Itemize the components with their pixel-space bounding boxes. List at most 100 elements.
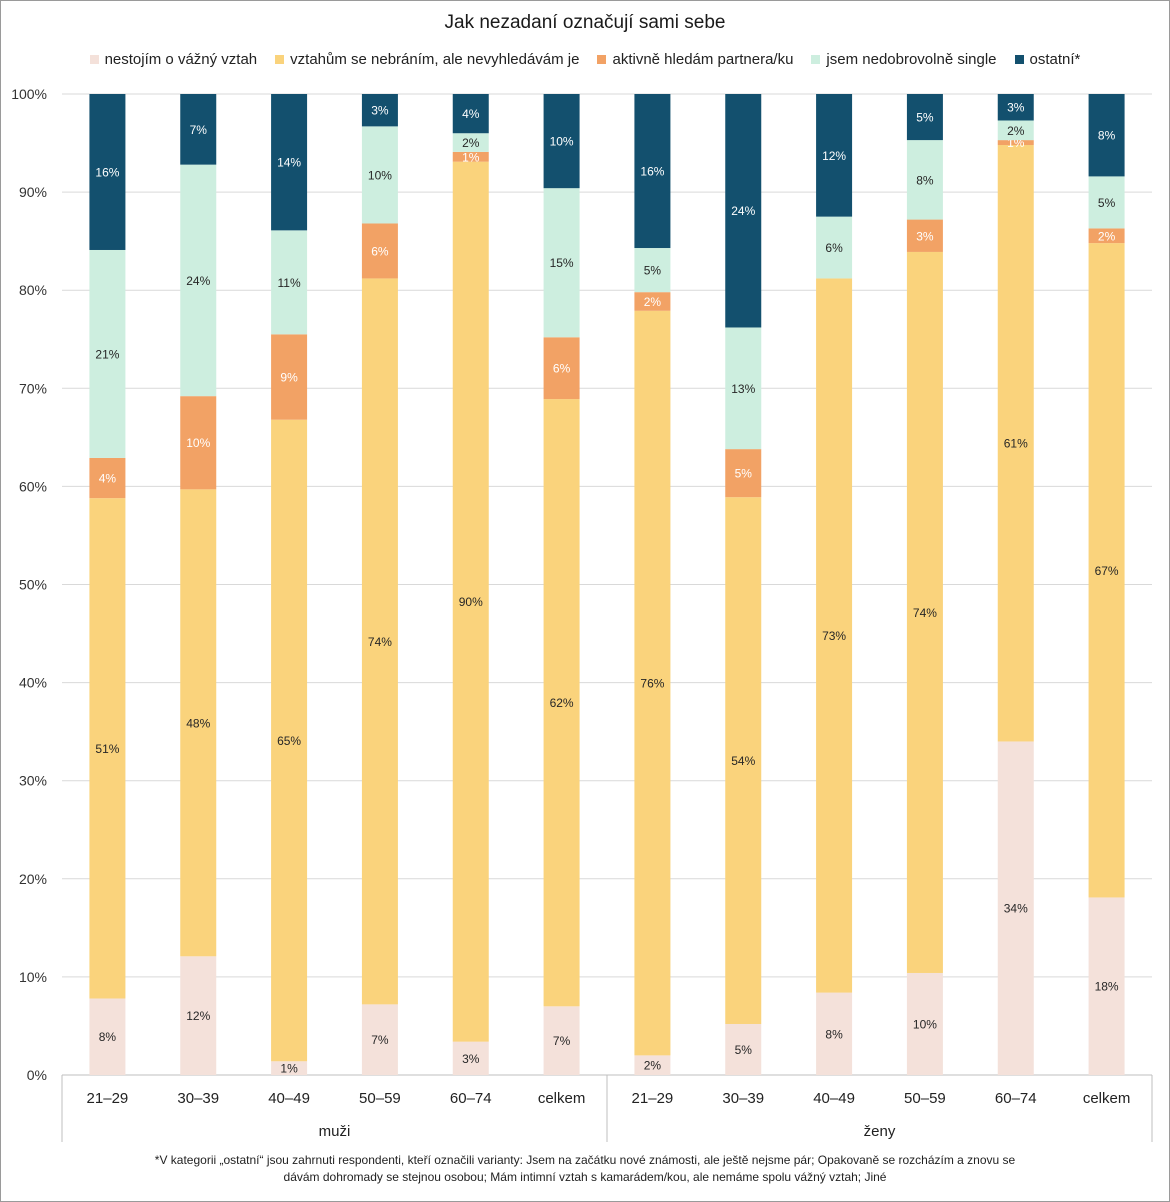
bar-segment bbox=[634, 292, 671, 311]
data-label: 67% bbox=[1095, 564, 1119, 578]
y-tick-label: 60% bbox=[19, 478, 47, 494]
data-label: 5% bbox=[1098, 196, 1116, 210]
x-tick-label: 40–49 bbox=[268, 1090, 310, 1107]
data-label: 90% bbox=[459, 595, 483, 609]
legend-swatch bbox=[597, 55, 607, 64]
data-label: 15% bbox=[550, 256, 574, 270]
data-label: 2% bbox=[644, 1059, 662, 1073]
bar-segment bbox=[816, 216, 853, 279]
data-label: 74% bbox=[913, 606, 937, 620]
bar-segment bbox=[906, 219, 943, 252]
bar-segment bbox=[361, 278, 398, 1005]
group-label: ženy bbox=[864, 1123, 896, 1140]
bar-segment bbox=[725, 497, 762, 1024]
data-label: 5% bbox=[735, 1043, 753, 1057]
data-label: 12% bbox=[822, 149, 846, 163]
data-label: 65% bbox=[277, 734, 301, 748]
data-label: 12% bbox=[186, 1009, 210, 1023]
bar-segment bbox=[725, 327, 762, 450]
data-label: 8% bbox=[825, 1027, 843, 1041]
bar-segment bbox=[361, 223, 398, 279]
legend-label: vztahům se nebráním, ale nevyhledávám je bbox=[290, 51, 580, 68]
y-tick-label: 0% bbox=[27, 1067, 47, 1083]
data-label: 14% bbox=[277, 156, 301, 170]
bar-segment bbox=[725, 94, 762, 328]
x-tick-label: 50–59 bbox=[359, 1090, 401, 1107]
bar-segment bbox=[452, 161, 489, 1042]
footnote-line-1: *V kategorii „ostatní“ jsou zahrnuti res… bbox=[154, 1153, 1016, 1167]
bar-segment bbox=[816, 278, 853, 993]
bar-segment bbox=[634, 310, 671, 1056]
data-label: 4% bbox=[99, 472, 117, 486]
chart-title: Jak nezadaní označují sami sebe bbox=[444, 12, 726, 33]
x-tick-label: 60–74 bbox=[450, 1090, 492, 1107]
bar-segment bbox=[180, 164, 217, 397]
x-tick-label: 60–74 bbox=[995, 1090, 1037, 1107]
group-label: muži bbox=[319, 1123, 351, 1140]
x-tick-label: 21–29 bbox=[87, 1090, 129, 1107]
bar-segment bbox=[543, 94, 580, 189]
bar-segment bbox=[725, 449, 762, 498]
bar-segment bbox=[180, 94, 217, 165]
data-label: 21% bbox=[95, 347, 119, 361]
bar-segment bbox=[89, 94, 126, 250]
data-label: 3% bbox=[916, 229, 934, 243]
data-label: 61% bbox=[1004, 437, 1028, 451]
bar-segment bbox=[906, 251, 943, 973]
bar-segment bbox=[361, 126, 398, 224]
y-tick-label: 90% bbox=[19, 184, 47, 200]
legend-item-ostatni: ostatní* bbox=[1014, 51, 1081, 68]
bar-segment bbox=[997, 741, 1034, 1075]
bar-segment bbox=[89, 249, 126, 458]
bar-segment bbox=[543, 337, 580, 400]
bar-segment bbox=[180, 489, 217, 957]
bar-segment bbox=[1088, 94, 1125, 177]
bar-segment bbox=[89, 498, 126, 999]
data-label: 8% bbox=[99, 1030, 117, 1044]
bar-segment bbox=[634, 94, 671, 249]
bar-segment bbox=[906, 140, 943, 220]
bar-segment bbox=[543, 188, 580, 338]
bar-segment bbox=[1088, 228, 1125, 244]
data-label: 24% bbox=[186, 274, 210, 288]
data-label: 5% bbox=[735, 467, 753, 481]
bar-segment bbox=[271, 230, 308, 335]
x-tick-label: 30–39 bbox=[722, 1090, 764, 1107]
bar-segment bbox=[271, 419, 308, 1062]
bar-segment bbox=[89, 457, 126, 499]
y-tick-label: 20% bbox=[19, 871, 47, 887]
bar-segment bbox=[634, 1055, 671, 1075]
data-label: 2% bbox=[1098, 229, 1116, 243]
data-label: 2% bbox=[1007, 124, 1025, 138]
data-label: 7% bbox=[190, 123, 208, 137]
bar-segment bbox=[452, 133, 489, 152]
legend-label: ostatní* bbox=[1029, 51, 1081, 68]
y-tick-label: 100% bbox=[11, 86, 47, 102]
data-label: 54% bbox=[731, 754, 755, 768]
bar-segment bbox=[543, 1006, 580, 1075]
bar-segment bbox=[89, 998, 126, 1075]
bar-segment bbox=[271, 1061, 308, 1075]
bar-segment bbox=[452, 151, 489, 162]
bar-segment bbox=[361, 1004, 398, 1075]
x-tick-label: 40–49 bbox=[813, 1090, 855, 1107]
data-label: 8% bbox=[1098, 129, 1116, 143]
data-label: 74% bbox=[368, 635, 392, 649]
footnote: *V kategorii „ostatní“ jsou zahrnuti res… bbox=[40, 1152, 1130, 1186]
data-label: 5% bbox=[644, 264, 662, 278]
x-tick-label: 30–39 bbox=[177, 1090, 219, 1107]
data-label: 3% bbox=[462, 1052, 480, 1066]
data-label: 16% bbox=[95, 165, 119, 179]
bar-segment bbox=[906, 94, 943, 141]
bar-segment bbox=[634, 248, 671, 293]
data-label: 7% bbox=[553, 1034, 571, 1048]
legend-label: nestojím o vážný vztah bbox=[104, 51, 258, 68]
data-label: 10% bbox=[550, 135, 574, 149]
bar-segment bbox=[180, 396, 217, 490]
bar-segment bbox=[452, 94, 489, 134]
bar-segment bbox=[997, 120, 1034, 141]
legend-item-aktivne-hledam: aktivně hledám partnera/ku bbox=[597, 51, 793, 68]
legend-swatch bbox=[275, 55, 285, 64]
bar-segment bbox=[816, 94, 853, 217]
